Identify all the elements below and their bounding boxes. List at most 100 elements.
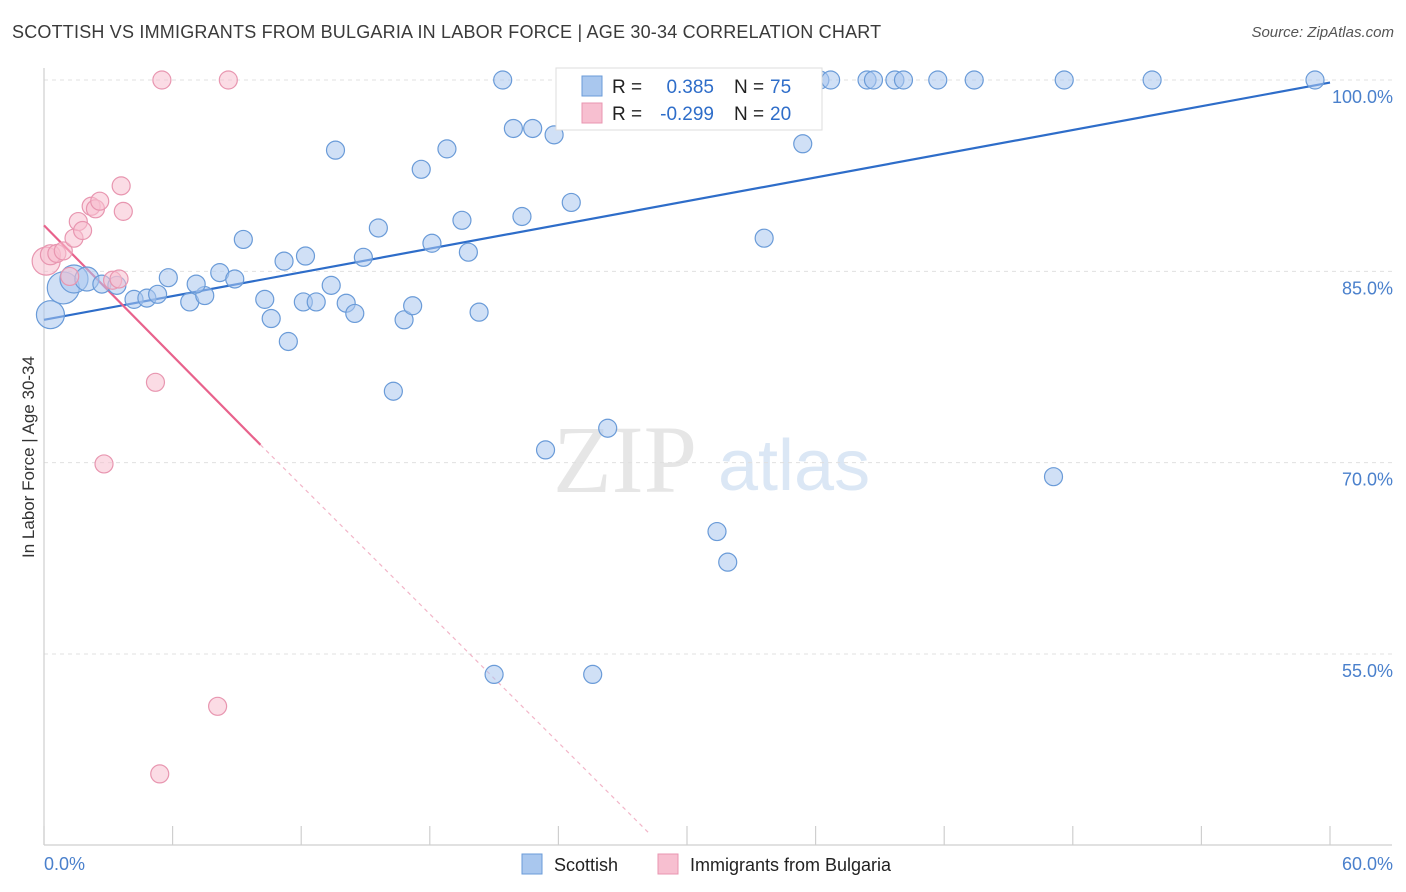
scottish-point-39: [503, 118, 523, 139]
bulgaria-point-16: [145, 372, 166, 392]
scottish-point-24: [325, 140, 346, 160]
scottish-point-16: [255, 289, 275, 309]
scottish-point-12: [186, 274, 206, 294]
scottish-point-72: [1054, 70, 1074, 90]
scottish-point-41: [523, 118, 543, 139]
scottish-point-22: [306, 292, 326, 312]
axes: [43, 68, 1392, 846]
scottish-point-55: [718, 552, 738, 572]
gridlines: [44, 79, 1392, 655]
y-tick-label-1: 85.0%: [1342, 278, 1393, 298]
scottish-point-69: [928, 70, 948, 90]
scottish-point-27: [353, 247, 373, 267]
bulgaria-point-20: [208, 696, 228, 716]
chart-source: Source: ZipAtlas.com: [1251, 24, 1394, 41]
scottish-point-54: [707, 521, 727, 542]
scottish-point-48: [583, 664, 603, 685]
stats-n-label-bulgaria: N =: [734, 104, 764, 125]
scottish-point-35: [452, 210, 472, 230]
bulgaria-point-7: [72, 220, 93, 241]
scottish-point-68: [893, 70, 914, 90]
bulgaria-point-14: [113, 201, 133, 221]
scottish-point-20: [295, 246, 316, 266]
bottom-legend: Scottish Immigrants from Bulgaria: [521, 853, 892, 875]
scottish-point-73: [1142, 70, 1162, 90]
series-bulgaria-points: [31, 70, 238, 784]
scottish-point-62: [793, 134, 813, 154]
y-tick-label-3: 55.0%: [1342, 661, 1393, 681]
scottish-point-23: [321, 275, 341, 295]
scottish-point-64: [821, 70, 841, 90]
scottish-point-34: [437, 139, 457, 159]
scottish-point-66: [863, 70, 884, 90]
stats-r-value-scottish: 0.385: [666, 77, 714, 98]
series-scottish-points: [35, 70, 1325, 685]
legend-label-scottish: Scottish: [554, 855, 618, 875]
scottish-point-26: [345, 303, 365, 324]
y-tick-label-0: 100.0%: [1332, 87, 1393, 107]
scottish-point-11: [147, 284, 168, 304]
scottish-point-28: [368, 218, 388, 238]
x-tick-label-left: 0.0%: [44, 854, 85, 874]
trend-line-scottish: [43, 81, 1331, 321]
scottish-point-0: [35, 300, 66, 330]
bulgaria-point-12: [111, 176, 131, 196]
scottish-point-74: [1305, 70, 1325, 90]
scottish-point-30: [394, 310, 414, 330]
trend-lines: [43, 81, 1331, 834]
stats-swatch-bulgaria: [581, 102, 603, 124]
x-tick-label-right: 60.0%: [1342, 854, 1393, 874]
trend-line-bulgaria: [43, 224, 262, 446]
bulgaria-point-18: [152, 70, 172, 90]
bulgaria-point-10: [90, 191, 110, 211]
stats-r-value-bulgaria: -0.299: [660, 104, 714, 125]
legend-swatch-bulgaria: [657, 853, 679, 875]
scottish-point-40: [512, 206, 532, 227]
stats-r-label-bulgaria: R =: [612, 104, 642, 125]
stats-n-label-scottish: N =: [734, 77, 764, 98]
scottish-point-8: [158, 268, 178, 288]
watermark: ZIP atlas: [553, 406, 870, 513]
stats-n-value-bulgaria: 20: [770, 104, 791, 125]
bulgaria-point-17: [150, 764, 170, 784]
scottish-point-15: [233, 229, 253, 250]
scottish-point-29: [383, 381, 403, 401]
bulgaria-point-15: [94, 454, 114, 474]
stats-r-label-scottish: R =: [612, 77, 642, 98]
scottish-point-18: [274, 251, 294, 271]
scottish-point-70: [964, 70, 984, 90]
scottish-point-47: [484, 664, 504, 685]
scottish-point-42: [535, 440, 556, 460]
scottish-point-38: [493, 70, 513, 90]
scottish-point-44: [561, 192, 581, 213]
legend-label-bulgaria: Immigrants from Bulgaria: [690, 855, 892, 875]
y-tick-label-2: 70.0%: [1342, 470, 1393, 490]
watermark-atlas: atlas: [718, 426, 870, 506]
scottish-point-32: [411, 159, 431, 179]
trend-line-bulgaria-extension: [260, 444, 649, 834]
scottish-point-19: [278, 331, 298, 352]
scottish-point-36: [458, 242, 478, 262]
bulgaria-point-19: [218, 70, 238, 90]
bulgaria-point-3: [53, 241, 73, 261]
scottish-point-71: [1043, 467, 1064, 487]
bulgaria-point-4: [60, 266, 80, 287]
stats-swatch-scottish: [581, 75, 603, 97]
y-axis-label: In Labor Force | Age 30-34: [19, 356, 38, 558]
stats-n-value-scottish: 75: [770, 77, 791, 98]
bulgaria-point-13: [109, 269, 129, 289]
scottish-point-57: [754, 228, 774, 248]
y-axis-tick-labels: 100.0% 85.0% 70.0% 55.0%: [1332, 87, 1393, 681]
scottish-point-37: [469, 302, 489, 322]
scottish-point-31: [403, 296, 423, 316]
stats-legend-box: R = 0.385 N = 75 R = -0.299 N = 20: [555, 67, 823, 131]
x-axis-ticks: [43, 826, 1331, 845]
scottish-point-33: [422, 233, 442, 253]
scottish-point-14: [225, 269, 245, 289]
watermark-zip: ZIP: [553, 406, 697, 513]
legend-swatch-scottish: [521, 853, 543, 875]
scottish-point-17: [261, 308, 281, 329]
scottish-point-46: [598, 418, 618, 438]
chart-title: SCOTTISH VS IMMIGRANTS FROM BULGARIA IN …: [12, 22, 882, 42]
